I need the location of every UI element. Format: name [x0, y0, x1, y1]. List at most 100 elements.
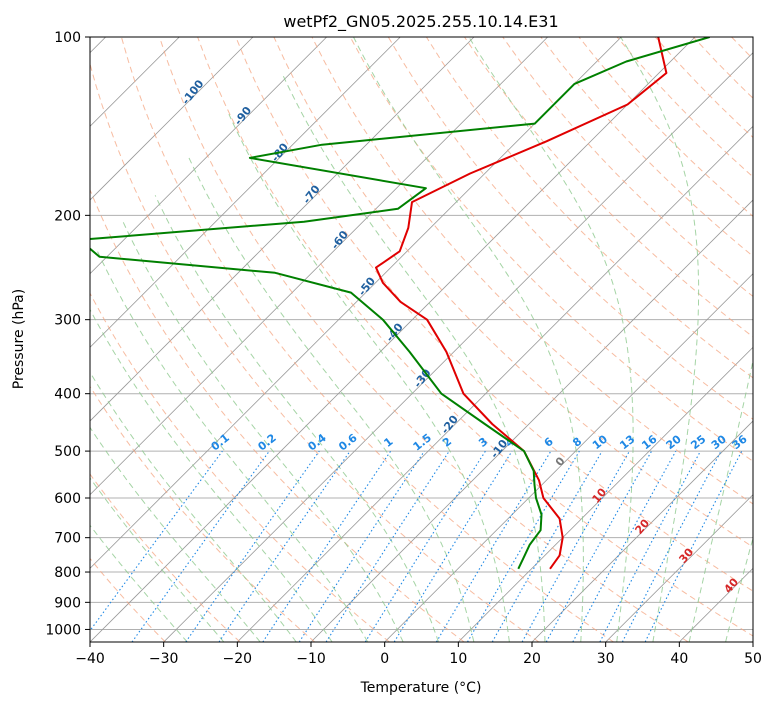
mixing-ratio-line: [364, 450, 486, 642]
y-tick-label: 500: [54, 444, 81, 460]
background-lines: [90, 37, 775, 642]
moist-adiabat-line: [90, 477, 225, 642]
mixing-ratio-label: 36: [730, 432, 750, 452]
moist-adiabat-label: 20: [632, 516, 652, 536]
mixing-ratio-line: [185, 450, 320, 642]
plot-area: 0.1 0.2 0.4 0.6 1 1.5 2 3 4 6 8 10 13 16 20 25 30 36-100-…: [90, 37, 775, 642]
moist-adiabat-label: 10: [589, 485, 609, 505]
dry-adiabat-line: [120, 37, 614, 642]
moist-adiabat-line: [353, 37, 584, 642]
x-tick-label: −40: [75, 651, 105, 667]
y-tick-label: 700: [54, 531, 81, 547]
isotherm-line: [458, 346, 753, 642]
mixing-ratio-label: 13: [617, 433, 637, 453]
dry-adiabat-line: [502, 37, 753, 298]
mixing-ratio-line: [393, 450, 513, 642]
x-tick-label: 20: [523, 651, 541, 667]
moist-adiabat-line: [620, 37, 700, 642]
mixing-ratio-line: [572, 450, 677, 642]
x-tick-label: 40: [670, 651, 688, 667]
mixing-ratio-label: 30: [709, 432, 729, 452]
mixing-ratio-line: [262, 450, 392, 642]
mixing-ratio-line: [644, 450, 743, 642]
isotherm-label: -100: [179, 77, 206, 107]
dry-adiabat-line: [578, 37, 753, 218]
isotherm-line: [90, 37, 254, 201]
moist-adiabat-line: [725, 536, 753, 642]
mixing-ratio-line: [621, 450, 722, 642]
plot-frame: [89, 36, 754, 643]
moist-adiabat-line: [90, 426, 261, 642]
isotherm-line: [90, 37, 401, 348]
mixing-ratio-label: 3: [476, 435, 490, 450]
moist-adiabat-line: [96, 251, 369, 642]
isotherm-line: [679, 567, 753, 642]
dry-adiabat-line: [425, 37, 753, 379]
dry-adiabat-line: [770, 37, 775, 642]
dry-adiabat-line: [90, 62, 540, 642]
x-tick-label: −30: [149, 651, 179, 667]
mixing-ratio-label: 1: [382, 435, 396, 450]
x-axis-ticks: −40 −30 −20 −10 0 10 20 30 40 50: [75, 642, 762, 667]
mixing-ratio-line: [218, 450, 351, 642]
moist-adiabat-line: [188, 157, 475, 642]
mixing-ratio-line: [521, 450, 630, 642]
y-tick-label: 1000: [45, 622, 81, 638]
x-tick-label: 50: [744, 651, 762, 667]
isotherm-line: [90, 37, 548, 496]
isotherm-label: -50: [356, 274, 379, 298]
y-tick-label: 600: [54, 491, 81, 507]
y-tick-label: 900: [54, 595, 81, 611]
y-tick-label: 300: [54, 313, 81, 329]
mixing-ratio-line: [325, 450, 450, 642]
isotherm-line: [90, 37, 696, 642]
dry-adiabat-line: [90, 292, 390, 642]
moist-adiabat-line: [90, 371, 297, 642]
moist-adiabat-label: 30: [676, 545, 696, 565]
dry-adiabat-line: [90, 473, 241, 642]
isotherm-line: [90, 37, 622, 569]
y-tick-label: 400: [54, 387, 81, 403]
dry-adiabat-line: [235, 37, 753, 592]
sounding-profiles: [90, 37, 710, 570]
isotherm-line: [90, 37, 327, 275]
isotherm-line: [163, 52, 753, 642]
mixing-ratio-label: 0.6: [336, 431, 360, 453]
x-tick-label: 10: [449, 651, 467, 667]
x-tick-label: −10: [296, 651, 326, 667]
mixing-ratio-label: 8: [570, 435, 584, 450]
isotherm-label: -60: [328, 228, 351, 252]
mixing-ratio-label: 25: [688, 432, 708, 452]
mixing-ratio-label: 0.2: [255, 431, 278, 453]
moist-adiabat-line: [90, 524, 188, 642]
y-axis-title: Pressure (hPa): [11, 289, 27, 389]
dewpoint-profile-line: [90, 37, 710, 570]
temperature-profile-line: [375, 37, 668, 570]
isotherm-line: [384, 273, 753, 642]
y-tick-label: 100: [54, 30, 81, 46]
dry-adiabat-line: [349, 37, 753, 462]
isotherm-line: [90, 37, 475, 422]
mixing-ratio-line: [298, 450, 425, 642]
mixing-ratio-label: 0.1: [209, 431, 232, 453]
isotherm-line: [605, 494, 753, 642]
dry-adiabat-line: [311, 37, 753, 505]
mixing-ratio-label: 6: [542, 435, 556, 450]
dry-adiabat-line: [273, 37, 753, 548]
mixing-ratio-line: [545, 450, 653, 642]
isotherm-line: [310, 199, 753, 642]
y-tick-label: 200: [54, 208, 81, 224]
moist-adiabat-line: [90, 308, 333, 642]
dry-adiabat-line: [159, 37, 689, 642]
chart-title: wetPf2_GN05.2025.255.10.14.E31: [283, 12, 558, 32]
moist-adiabat-line: [688, 358, 753, 642]
moist-adiabat-label: 0: [553, 454, 568, 468]
y-axis-ticks: 100 200 300 400 500 600 700 800 900 1000: [45, 30, 90, 638]
isotherm-line: [752, 641, 753, 642]
dry-adiabat-line: [464, 37, 753, 338]
moist-adiabat-line: [228, 113, 510, 642]
moist-adiabat-line: [122, 221, 404, 642]
mixing-ratio-label: 2: [440, 435, 454, 450]
isotherm-label: -90: [232, 104, 255, 128]
dry-adiabat-line: [654, 37, 753, 139]
